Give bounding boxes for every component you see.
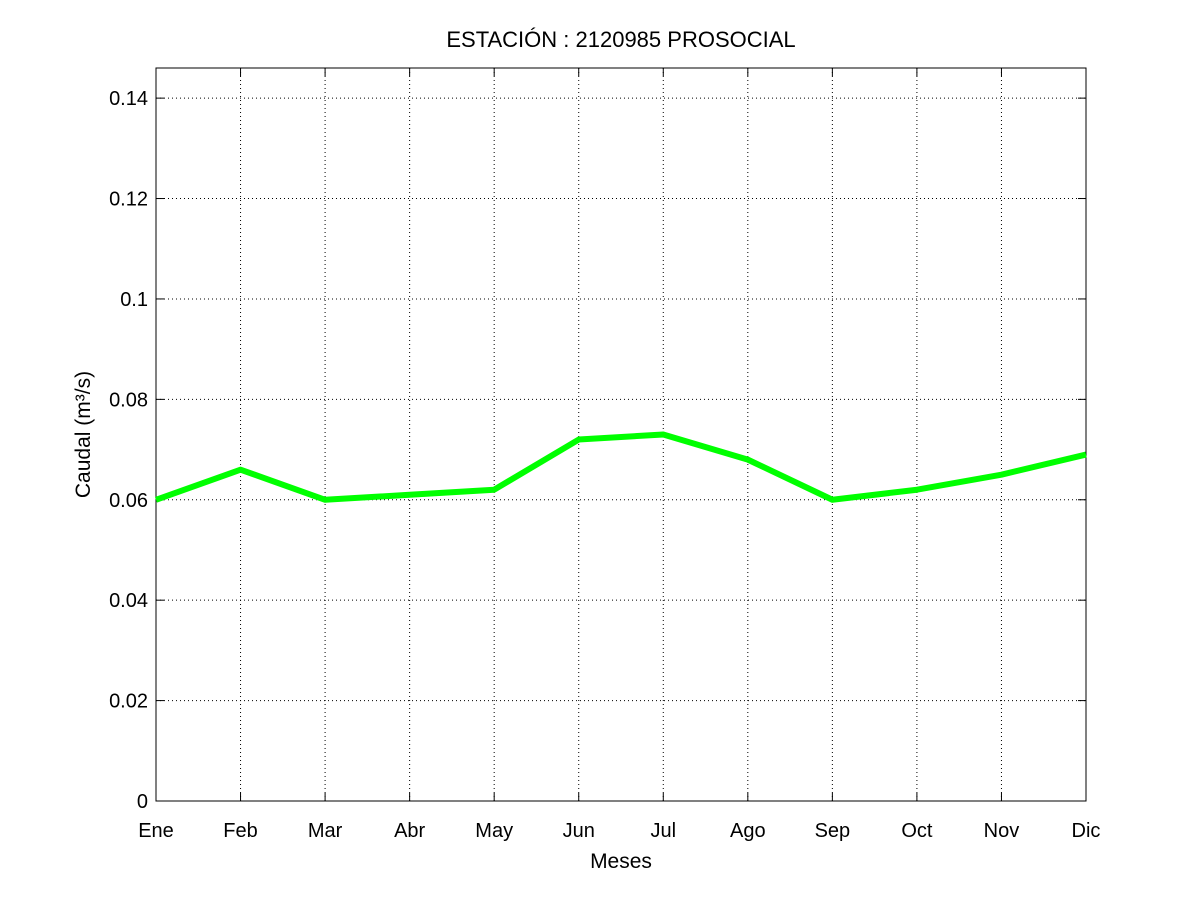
x-tick-label: Dic (1072, 820, 1101, 842)
y-tick-label: 0.12 (109, 189, 148, 211)
y-tick-label: 0.04 (109, 590, 148, 612)
y-tick-label: 0.06 (109, 490, 148, 512)
chart-title: ESTACIÓN : 2120985 PROSOCIAL (446, 27, 795, 52)
x-axis-title: Meses (590, 850, 652, 873)
axis-ticks (155, 68, 1087, 802)
x-tick-label: Jul (650, 820, 676, 842)
series-line (154, 431, 1087, 503)
x-tick-label: Ago (730, 820, 766, 842)
x-tick-label: Feb (223, 820, 257, 842)
grid (156, 68, 1086, 801)
series-layer (154, 431, 1087, 503)
x-tick-label: Mar (308, 820, 343, 842)
y-tick-label: 0.02 (109, 691, 148, 713)
y-tick-label: 0.08 (109, 389, 148, 411)
x-axis-tick-labels: Ene Feb Mar Abr May Jun Jul Ago Sep Oct Nov Dic (138, 820, 1100, 842)
x-tick-label: Jun (563, 820, 595, 842)
x-tick-label: Abr (394, 820, 425, 842)
y-tick-label: 0.14 (109, 88, 148, 110)
x-tick-label: Ene (138, 820, 174, 842)
x-tick-label: Oct (901, 820, 933, 842)
y-axis-title: Caudal (m³/s) (72, 371, 95, 498)
x-tick-label: May (475, 820, 513, 842)
x-tick-label: Sep (815, 820, 851, 842)
x-tick-label: Nov (984, 820, 1020, 842)
y-axis-tick-labels: 0 0.02 0.04 0.06 0.08 0.1 0.12 0.14 (109, 88, 148, 813)
y-tick-label: 0 (137, 791, 148, 813)
y-tick-label: 0.1 (120, 289, 148, 311)
